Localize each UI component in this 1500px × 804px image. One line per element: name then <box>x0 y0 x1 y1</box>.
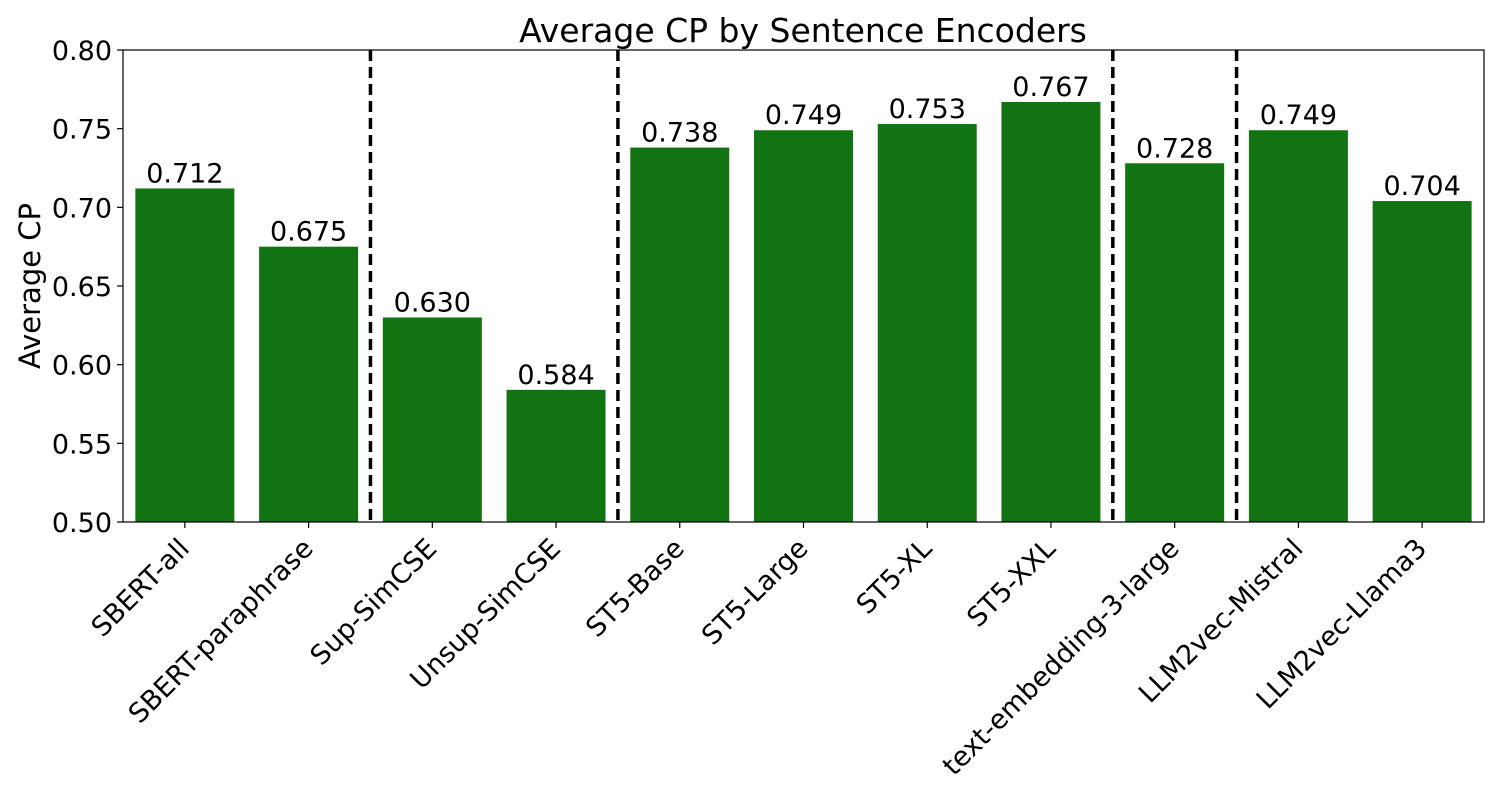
bar-value-label: 0.767 <box>1012 72 1089 103</box>
x-tick-label: SBERT-all <box>86 533 196 643</box>
bar-value-label: 0.712 <box>146 158 223 189</box>
y-axis-label: Average CP <box>13 203 47 369</box>
bar-sbert-all <box>135 188 235 522</box>
bar-text-embedding-3-large <box>1125 163 1225 522</box>
x-tick-label: ST5-XXL <box>961 533 1062 634</box>
bar-value-label: 0.728 <box>1136 133 1213 164</box>
bar-st5-large <box>754 130 853 523</box>
separators-layer <box>368 50 1239 522</box>
bar-value-label: 0.584 <box>517 360 594 391</box>
bar-value-label: 0.749 <box>1260 100 1337 131</box>
y-axis: 0.50 0.55 0.60 0.65 0.70 0.75 0.80 <box>52 36 123 539</box>
bar-st5-xl <box>877 123 977 522</box>
x-tick-label: ST5-Large <box>696 533 814 651</box>
bar-st5-base <box>630 147 730 523</box>
x-tick-label: Sup-SimCSE <box>305 533 444 672</box>
bar-st5-xxl <box>1001 101 1101 523</box>
y-tick-label: 0.75 <box>52 115 112 146</box>
y-tick-label: 0.60 <box>52 351 112 382</box>
bar-value-label: 0.753 <box>889 94 966 125</box>
bar-value-label: 0.738 <box>641 118 718 149</box>
y-tick-label: 0.55 <box>52 429 112 460</box>
bar-value-label: 0.704 <box>1383 171 1460 202</box>
bar-value-label: 0.630 <box>394 287 471 318</box>
y-tick-label: 0.80 <box>52 36 112 67</box>
x-tick-label: ST5-Base <box>580 533 691 644</box>
bar-unsup-simcse <box>506 389 606 522</box>
chart-title: Average CP by Sentence Encoders <box>519 11 1087 50</box>
bar-value-label: 0.749 <box>765 100 842 131</box>
x-tick-label: ST5-XL <box>851 533 939 621</box>
bar-llm2vec-llama3 <box>1372 201 1472 523</box>
x-tick-label: text-embedding-3-large <box>937 533 1186 782</box>
y-tick-label: 0.65 <box>52 272 112 303</box>
bars-layer <box>135 101 1472 523</box>
bar-value-label: 0.675 <box>270 217 347 248</box>
bar-sup-simcse <box>382 317 482 522</box>
bar-sbert-paraphrase <box>259 246 359 523</box>
value-labels-layer: 0.712 0.675 0.630 0.584 0.738 0.749 0.753 0.767… <box>146 72 1461 391</box>
y-tick-label: 0.50 <box>52 508 112 539</box>
y-tick-label: 0.70 <box>52 193 112 224</box>
x-axis: SBERT-allSBERT-paraphraseSup-SimCSEUnsup… <box>86 522 1433 782</box>
bar-llm2vec-mistral <box>1248 130 1348 523</box>
